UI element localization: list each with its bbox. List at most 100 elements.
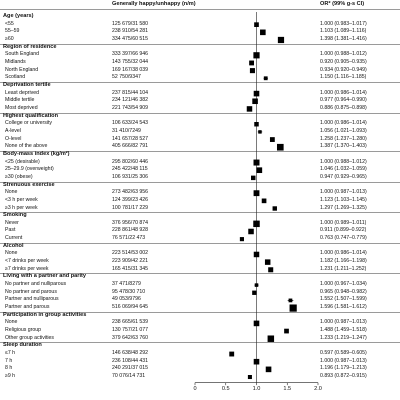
or-marker	[253, 190, 260, 197]
category-or: 0.886 (0.875–0.898)	[320, 104, 367, 111]
header-or: OR* (99% g-s CI)	[320, 1, 365, 7]
category-label: Current	[5, 235, 23, 242]
category-label: Partner and parous	[5, 304, 50, 311]
category-counts: 379 642/63 760	[112, 334, 149, 341]
or-marker	[253, 320, 260, 327]
category-counts: 516 069/94 645	[112, 304, 149, 311]
category-label: <7 drinks per week	[5, 258, 49, 265]
category-counts: 376 956/70 874	[112, 219, 149, 226]
category-or: 0.763 (0.747–0.779)	[320, 235, 367, 242]
category-counts: 106 931/25 306	[112, 173, 149, 180]
section-divider	[0, 43, 400, 45]
category-or: 0.965 (0.948–0.982)	[320, 288, 367, 295]
section-heading: Smoking	[3, 212, 27, 219]
section-divider	[0, 81, 400, 83]
or-marker	[254, 122, 259, 127]
section-divider	[0, 150, 400, 152]
category-or: 1.000 (0.989–1.011)	[320, 219, 367, 226]
or-marker	[254, 283, 259, 287]
category-label: Scotland	[5, 74, 26, 81]
or-marker	[276, 143, 284, 151]
category-counts: 70 076/14 731	[112, 373, 146, 380]
or-marker	[252, 98, 258, 105]
or-marker	[253, 90, 260, 97]
category-counts: 49 053/9796	[112, 296, 141, 303]
or-marker	[256, 167, 263, 174]
category-counts: 143 755/32 044	[112, 58, 149, 65]
category-label: ≥3 h per week	[5, 204, 38, 211]
category-label: ≥9 h	[5, 373, 16, 380]
category-or: 1.233 (1.219–1.247)	[320, 334, 367, 341]
or-marker	[277, 36, 285, 44]
category-counts: 130 757/21 077	[112, 327, 149, 334]
x-tick-label: 0.5	[221, 385, 230, 392]
section-heading: Body-mass index (kg/m²)	[3, 150, 70, 157]
section-divider	[0, 242, 400, 244]
category-label: 55–59	[5, 28, 20, 35]
category-label: O-level	[5, 135, 22, 142]
or-marker	[263, 76, 268, 81]
category-or: 1.000 (0.967–1.034)	[320, 281, 367, 288]
or-marker	[254, 22, 259, 27]
category-label: <25 (desirable)	[5, 158, 40, 165]
section-heading: Deprivation tertile	[3, 81, 51, 88]
category-counts: 124 399/23 426	[112, 196, 149, 203]
category-counts: 31 410/7249	[112, 127, 141, 134]
category-label: Other group activities	[5, 334, 55, 341]
category-or: 1.000 (0.986–1.014)	[320, 89, 367, 96]
category-counts: 334 475/60 515	[112, 35, 149, 42]
category-counts: 234 121/46 382	[112, 97, 149, 104]
category-counts: 52 750/9347	[112, 74, 141, 81]
category-label: Partner and nulliparous	[5, 296, 59, 303]
category-counts: 236 108/44 431	[112, 357, 149, 364]
category-label: Most deprived	[5, 104, 38, 111]
or-marker	[260, 29, 266, 36]
section-heading: Alcohol	[3, 242, 24, 249]
category-label: 25–29.9 (overweight)	[5, 166, 54, 173]
category-or: 1.297 (1.269–1.325)	[320, 204, 367, 211]
category-label: North England	[5, 66, 39, 73]
category-or: 1.103 (1.089–1.116)	[320, 28, 367, 35]
category-label: 7 h	[5, 357, 13, 364]
section-divider	[0, 181, 400, 183]
section-heading: Region of residence	[3, 43, 57, 50]
or-marker	[253, 52, 260, 59]
category-label: No partner and nulliparous	[5, 281, 67, 288]
category-or: 0.893 (0.872–0.915)	[320, 373, 367, 380]
header-counts: Generally happy/unhappy (n/m)	[112, 1, 196, 7]
category-label: South England	[5, 51, 40, 58]
section-divider	[0, 311, 400, 313]
category-label: ≤7 h	[5, 350, 16, 357]
category-or: 0.934 (0.920–0.949)	[320, 66, 367, 73]
category-label: 8 h	[5, 365, 13, 372]
category-or: 1.000 (0.988–1.012)	[320, 51, 367, 58]
category-label: Middle tertile	[5, 97, 35, 104]
or-marker	[288, 298, 293, 303]
category-counts: 295 802/60 446	[112, 158, 149, 165]
or-marker	[268, 267, 274, 273]
category-or: 1.000 (0.988–1.012)	[320, 158, 367, 165]
category-counts: 237 815/44 104	[112, 89, 149, 96]
category-or: 1.000 (0.987–1.013)	[320, 319, 367, 326]
category-or: 1.231 (1.211–1.252)	[320, 265, 367, 272]
category-counts: 238 665/61 539	[112, 319, 149, 326]
or-marker	[264, 259, 271, 265]
category-counts: 240 291/37 015	[112, 365, 149, 372]
category-or: 1.056 (1.021–1.093)	[320, 127, 367, 134]
category-or: 1.000 (0.987–1.013)	[320, 189, 367, 196]
category-counts: 333 397/66 946	[112, 51, 149, 58]
category-label: ≥7 drinks per week	[5, 265, 49, 272]
or-marker	[249, 68, 255, 74]
x-tick-label: 1.0	[252, 385, 261, 392]
category-or: 0.947 (0.929–0.965)	[320, 173, 367, 180]
category-counts: 228 861/48 928	[112, 227, 149, 234]
category-counts: 169 167/38 039	[112, 66, 149, 73]
or-marker	[272, 206, 277, 211]
or-marker	[253, 159, 260, 166]
category-label: Religious group	[5, 327, 42, 334]
or-marker	[248, 228, 254, 235]
or-marker	[252, 290, 257, 295]
category-label: Never	[5, 219, 19, 226]
section-divider	[0, 342, 400, 344]
